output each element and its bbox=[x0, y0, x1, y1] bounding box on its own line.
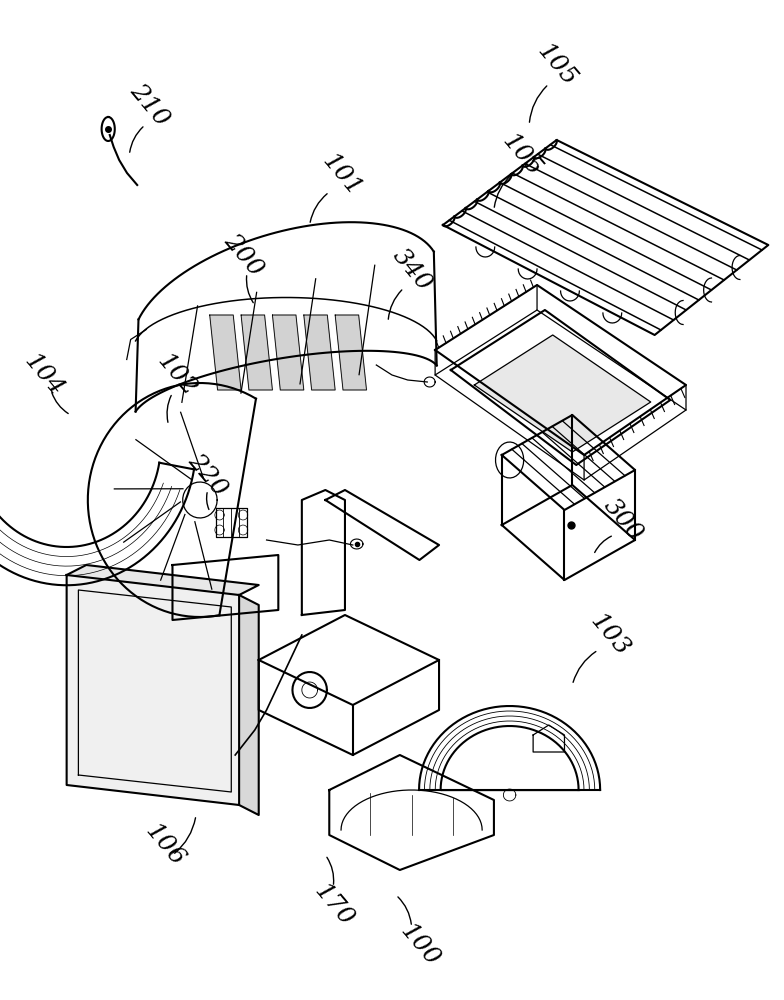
Text: 200: 200 bbox=[219, 229, 267, 281]
Text: 170: 170 bbox=[309, 879, 358, 931]
Text: 104: 104 bbox=[19, 349, 67, 401]
Text: 101: 101 bbox=[317, 149, 365, 201]
Text: 106: 106 bbox=[140, 819, 189, 871]
Text: 100: 100 bbox=[395, 919, 444, 971]
Polygon shape bbox=[335, 315, 367, 390]
Text: 340: 340 bbox=[387, 244, 436, 296]
Text: 220: 220 bbox=[183, 449, 232, 501]
Polygon shape bbox=[273, 315, 303, 390]
Text: 105: 105 bbox=[532, 39, 581, 91]
Text: 102: 102 bbox=[152, 349, 201, 401]
Polygon shape bbox=[67, 565, 259, 595]
Polygon shape bbox=[303, 315, 335, 390]
Text: 300: 300 bbox=[599, 494, 648, 546]
Text: 210: 210 bbox=[125, 79, 173, 131]
Text: 103: 103 bbox=[586, 609, 634, 661]
Polygon shape bbox=[474, 335, 651, 452]
Polygon shape bbox=[239, 595, 259, 815]
Polygon shape bbox=[67, 575, 239, 805]
Polygon shape bbox=[209, 315, 241, 390]
Text: 105: 105 bbox=[497, 129, 546, 181]
Polygon shape bbox=[241, 315, 272, 390]
